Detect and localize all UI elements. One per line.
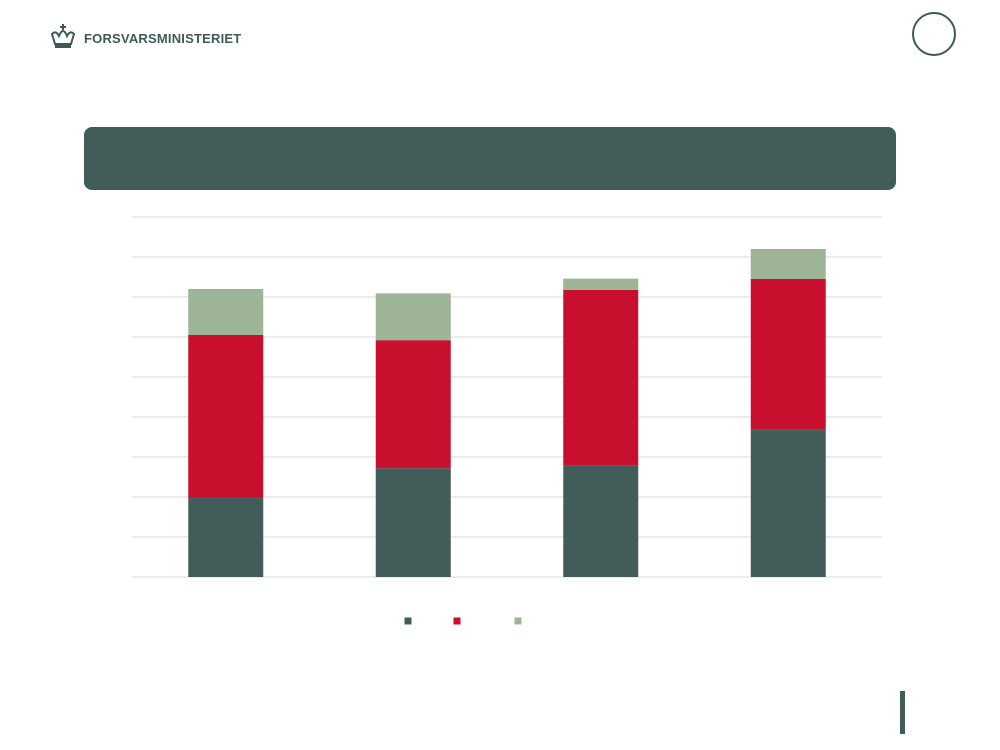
bar-segment-series-2-cat-3 [563,289,639,466]
bar-segment-series-1-cat-1 [188,497,264,577]
bar-segment-series-3-cat-2 [375,293,451,341]
bar-segment-series-3-cat-4 [750,249,826,279]
bar-segment-series-2-cat-1 [188,335,264,497]
bar-segment-series-3-cat-3 [563,278,639,290]
crown-icon [50,24,76,48]
page-number-circle [912,12,956,56]
legend-swatch-series-3 [514,617,522,625]
legend-swatch-series-2 [453,617,461,625]
bar-segment-series-1-cat-3 [563,465,639,577]
bar-segment-series-2-cat-2 [375,340,451,469]
footer-accent-bar [900,691,905,734]
logo: FORSVARSMINISTERIET [48,24,241,52]
title-bar [84,127,896,190]
bar-segment-series-2-cat-4 [750,279,826,430]
bar-segment-series-3-cat-1 [188,289,264,335]
legend-swatch-series-1 [404,617,412,625]
bar-segment-series-1-cat-2 [375,468,451,577]
bar-segment-series-1-cat-4 [750,429,826,577]
logo-text: FORSVARSMINISTERIET [84,30,242,46]
